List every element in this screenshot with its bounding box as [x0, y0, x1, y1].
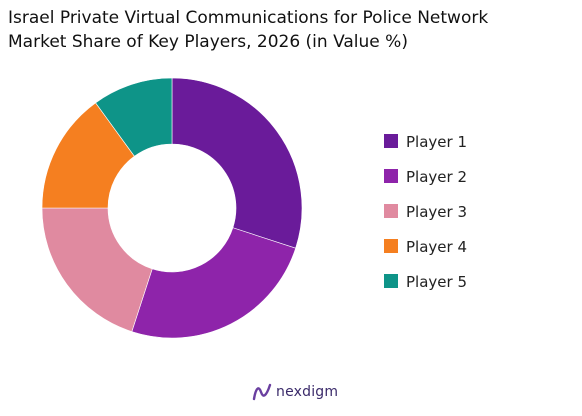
legend-label-5: Player 5 — [406, 273, 467, 291]
chart-title-block: Israel Private Virtual Communications fo… — [8, 6, 574, 54]
legend-swatch-5 — [384, 274, 398, 288]
legend-label-4: Player 4 — [406, 238, 467, 256]
nexdigm-logo-icon — [252, 383, 272, 401]
slice-player-5 — [95, 77, 173, 157]
legend-swatch-1 — [384, 134, 398, 148]
brand-name: nexdigm — [276, 384, 339, 400]
brand-footer: nexdigm — [252, 383, 338, 401]
legend-swatch-2 — [384, 169, 398, 183]
chart-title: Israel Private Virtual Communications fo… — [8, 8, 489, 28]
legend-swatch-4 — [384, 239, 398, 253]
donut-slices — [41, 77, 303, 339]
legend-swatch-3 — [384, 204, 398, 218]
legend-label-2: Player 2 — [406, 168, 467, 186]
slice-player-2 — [131, 227, 297, 339]
legend-label-1: Player 1 — [406, 133, 467, 151]
chart-subtitle: Market Share of Key Players, 2026 (in Va… — [8, 32, 408, 52]
slice-player-3 — [41, 207, 153, 333]
legend-label-3: Player 3 — [406, 203, 467, 221]
chart-legend: Player 1 Player 2 Player 3 Player 4 Player 5 — [384, 133, 467, 291]
slice-player-1 — [171, 77, 303, 249]
